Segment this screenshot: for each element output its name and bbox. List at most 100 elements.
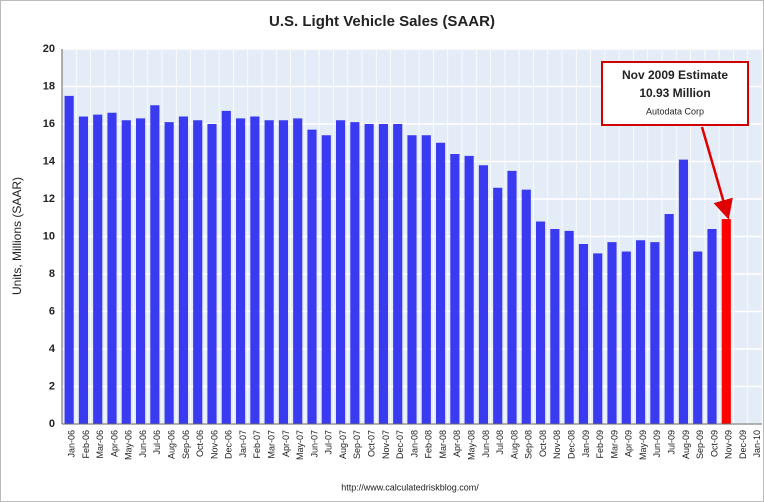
x-tick-label: Feb-06 bbox=[81, 430, 91, 459]
bar bbox=[193, 120, 203, 424]
y-tick-label: 4 bbox=[49, 343, 56, 355]
x-tick-label: Oct-07 bbox=[367, 430, 377, 457]
x-tick-label: Nov-08 bbox=[552, 430, 562, 459]
x-tick-label: Jul-09 bbox=[667, 430, 677, 455]
bar bbox=[150, 105, 160, 424]
bar bbox=[264, 120, 274, 424]
x-tick-label: Jul-08 bbox=[495, 430, 505, 455]
y-tick-label: 8 bbox=[49, 268, 55, 280]
x-tick-label: May-09 bbox=[638, 430, 648, 460]
x-tick-label: Feb-08 bbox=[424, 430, 434, 459]
bar bbox=[350, 122, 360, 424]
bar bbox=[636, 240, 646, 424]
bar bbox=[521, 189, 531, 424]
y-axis-label: Units, Millions (SAAR) bbox=[10, 177, 24, 295]
bar bbox=[721, 219, 731, 424]
bar bbox=[293, 118, 303, 424]
bar bbox=[378, 124, 388, 424]
x-tick-label: May-06 bbox=[124, 430, 134, 460]
bar bbox=[507, 170, 517, 424]
y-tick-label: 10 bbox=[43, 230, 55, 242]
x-tick-label: Mar-06 bbox=[95, 430, 105, 459]
annotation-title: Nov 2009 Estimate bbox=[622, 68, 728, 82]
bar bbox=[693, 251, 703, 424]
chart-title: U.S. Light Vehicle Sales (SAAR) bbox=[269, 13, 495, 30]
bar bbox=[707, 229, 717, 424]
x-tick-label: Jun-08 bbox=[481, 430, 491, 458]
bar bbox=[250, 116, 260, 424]
x-tick-label: Apr-09 bbox=[624, 430, 634, 457]
bar bbox=[621, 251, 631, 424]
bar bbox=[121, 120, 131, 424]
source: http://www.calculatedriskblog.com/ bbox=[341, 482, 479, 492]
bar bbox=[236, 118, 246, 424]
x-tick-label: Apr-06 bbox=[109, 430, 119, 457]
bar bbox=[221, 110, 231, 424]
x-tick-label: May-08 bbox=[467, 430, 477, 460]
bar bbox=[107, 112, 117, 424]
x-tick-label: Mar-07 bbox=[267, 430, 277, 459]
annotation-source: Autodata Corp bbox=[646, 106, 704, 116]
bar bbox=[93, 114, 103, 424]
x-tick-label: May-07 bbox=[295, 430, 305, 460]
x-tick-label: Jul-07 bbox=[324, 430, 334, 455]
x-tick-label: Apr-07 bbox=[281, 430, 291, 457]
bar bbox=[664, 214, 674, 424]
y-tick-label: 16 bbox=[43, 118, 55, 130]
y-tick-label: 0 bbox=[49, 418, 55, 430]
x-tick-label: Nov-06 bbox=[209, 430, 219, 459]
x-tick-label: Oct-06 bbox=[195, 430, 205, 457]
y-tick-label: 20 bbox=[43, 43, 55, 55]
bar bbox=[593, 253, 603, 424]
bar bbox=[407, 135, 417, 424]
bar bbox=[436, 142, 446, 424]
bar bbox=[421, 135, 431, 424]
annotation-box bbox=[601, 61, 749, 126]
x-tick-label: Oct-09 bbox=[709, 430, 719, 457]
x-tick-label: Sep-09 bbox=[695, 430, 705, 459]
x-tick-label: Jun-07 bbox=[309, 430, 319, 458]
bar bbox=[336, 120, 346, 424]
bar bbox=[178, 116, 188, 424]
bar bbox=[478, 165, 488, 424]
x-tick-label: Feb-09 bbox=[595, 430, 605, 459]
x-tick-label: Jul-06 bbox=[152, 430, 162, 455]
bar bbox=[450, 154, 460, 424]
x-tick-label: Jun-06 bbox=[138, 430, 148, 458]
annotation-value: 10.93 Million bbox=[639, 86, 710, 100]
x-tick-label: Jan-09 bbox=[581, 430, 591, 458]
y-tick-label: 14 bbox=[43, 155, 56, 167]
bar bbox=[307, 129, 317, 424]
bar bbox=[650, 242, 660, 424]
x-tick-label: Dec-08 bbox=[567, 430, 577, 459]
x-tick-label: Sep-08 bbox=[524, 430, 534, 459]
x-tick-label: Aug-09 bbox=[681, 430, 691, 459]
bar bbox=[164, 122, 174, 424]
x-tick-label: Dec-09 bbox=[738, 430, 748, 459]
x-tick-label: Mar-08 bbox=[438, 430, 448, 459]
x-tick-label: Aug-06 bbox=[167, 430, 177, 459]
x-tick-label: Jan-07 bbox=[238, 430, 248, 458]
x-tick-label: Jan-10 bbox=[752, 430, 762, 458]
x-tick-label: Jun-09 bbox=[652, 430, 662, 458]
bar bbox=[393, 124, 403, 424]
x-tick-label: Dec-07 bbox=[395, 430, 405, 459]
bar bbox=[550, 229, 560, 424]
x-tick-label: Nov-09 bbox=[724, 430, 734, 459]
x-tick-label: Sep-06 bbox=[181, 430, 191, 459]
bar bbox=[278, 120, 288, 424]
x-tick-label: Jan-08 bbox=[409, 430, 419, 458]
x-tick-label: Aug-08 bbox=[509, 430, 519, 459]
bar bbox=[64, 95, 74, 424]
annotation-arrow bbox=[700, 126, 733, 220]
bar bbox=[493, 187, 503, 424]
bar bbox=[207, 124, 217, 424]
y-tick-label: 18 bbox=[43, 80, 55, 92]
x-tick-label: Jan-06 bbox=[67, 430, 77, 458]
bar bbox=[364, 124, 374, 424]
bar bbox=[78, 116, 88, 424]
bar bbox=[321, 135, 331, 424]
x-tick-label: Nov-07 bbox=[381, 430, 391, 459]
bar bbox=[464, 155, 474, 424]
